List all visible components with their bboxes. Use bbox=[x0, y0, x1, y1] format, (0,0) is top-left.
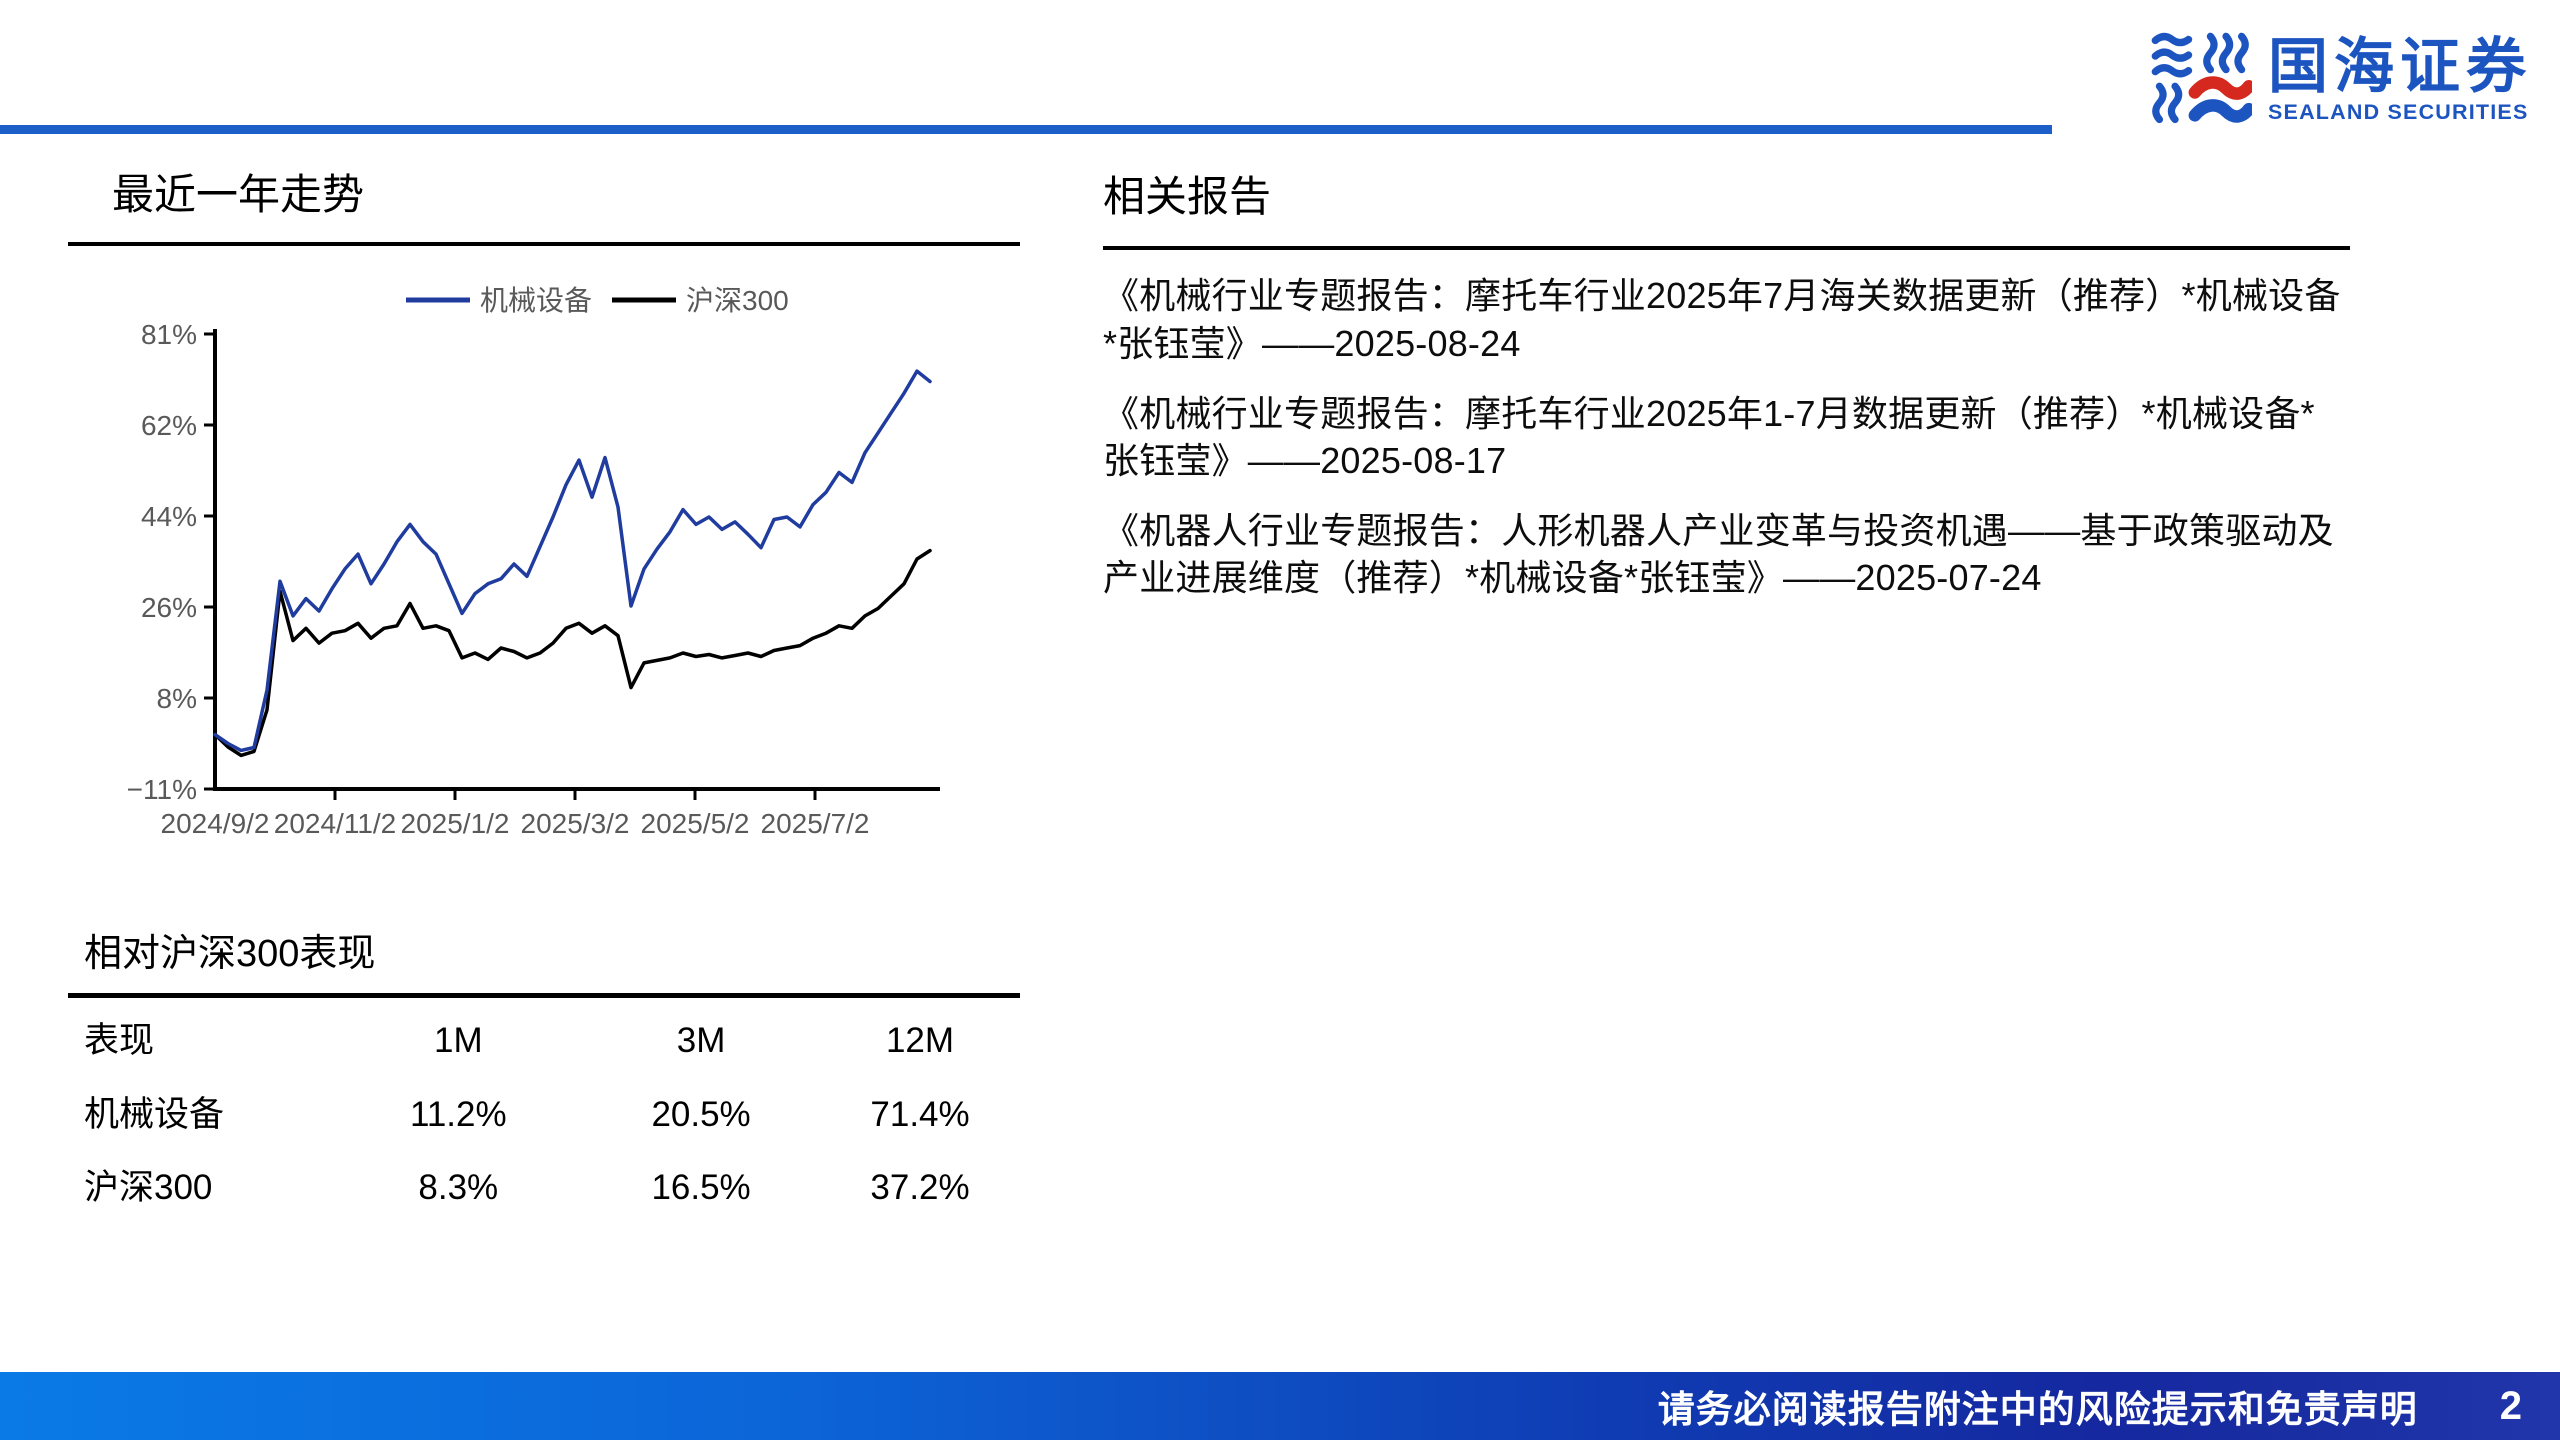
related-reports-list: 《机械行业专题报告：摩托车行业2025年7月海关数据更新（推荐）*机械设备*张钰… bbox=[1103, 272, 2350, 601]
trend-section-rule bbox=[68, 242, 1020, 247]
table-row-label: 沪深300 bbox=[84, 1168, 213, 1207]
y-axis-label: 26% bbox=[141, 592, 197, 623]
footer-bar: 请务必阅读报告附注中的风险提示和免责声明 2 bbox=[0, 1372, 2560, 1440]
y-axis-label: 44% bbox=[141, 501, 197, 532]
report-item: 《机械行业专题报告：摩托车行业2025年1-7月数据更新（推荐）*机械设备*张钰… bbox=[1103, 392, 2315, 481]
table-header-cell: 12M bbox=[885, 1021, 955, 1060]
performance-table-rule bbox=[68, 993, 1020, 998]
y-axis-label: −11% bbox=[127, 774, 197, 805]
x-axis-label: 2025/1/2 bbox=[401, 808, 510, 839]
x-axis-label: 2024/11/2 bbox=[274, 808, 397, 839]
legend-label: 沪深300 bbox=[686, 285, 789, 316]
table-cell: 71.4% bbox=[870, 1094, 970, 1134]
footer-disclaimer: 请务必阅读报告附注中的风险提示和免责声明 bbox=[1657, 1389, 2418, 1430]
series-line bbox=[213, 369, 932, 753]
y-axis-label: 62% bbox=[141, 410, 197, 441]
table-cell: 37.2% bbox=[870, 1168, 970, 1207]
logo-blue-wave bbox=[2188, 99, 2252, 123]
related-reports-section: 相关报告 《机械行业专题报告：摩托车行业2025年7月海关数据更新（推荐）*机械… bbox=[1103, 172, 2350, 624]
y-axis-label: 8% bbox=[157, 683, 197, 714]
logo-waves-icon bbox=[2151, 32, 2252, 124]
company-name-cn: 国海证券 bbox=[2268, 33, 2532, 100]
table-header-cell: 表现 bbox=[84, 1021, 155, 1060]
table-header-cell: 1M bbox=[433, 1021, 483, 1060]
trend-chart: 81%62%44%26%8%−11%2024/9/2 2024/11/2 2025/… bbox=[127, 285, 940, 839]
x-axis-label: 2025/3/2 bbox=[521, 808, 630, 839]
related-reports-rule bbox=[1103, 246, 2350, 251]
table-cell: 11.2% bbox=[409, 1094, 507, 1134]
legend-label: 机械设备 bbox=[480, 285, 592, 316]
table-row-label: 机械设备 bbox=[84, 1094, 225, 1134]
performance-table-title: 相对沪深300表现 bbox=[84, 933, 376, 975]
x-axis-label: 2025/5/2 bbox=[641, 808, 750, 839]
logo-text: 国海证券 SEALAND SECURITIES bbox=[2268, 35, 2532, 125]
report-item: 《机械行业专题报告：摩托车行业2025年7月海关数据更新（推荐）*机械设备*张钰… bbox=[1103, 275, 2341, 364]
x-axis-label: 2024/9/2 bbox=[161, 808, 270, 839]
series-line bbox=[213, 548, 932, 758]
performance-table: 相对沪深300表现 表现 1M 3M 12M 机械设备 11.2% 20.5% 71.4% 沪深… bbox=[68, 922, 1020, 1225]
trend-section-title: 最近一年走势 bbox=[112, 171, 365, 218]
company-logo: 国海证券 SEALAND SECURITIES bbox=[2148, 28, 2532, 132]
logo-red-wave bbox=[2188, 76, 2252, 100]
table-header-cell: 3M bbox=[676, 1021, 726, 1060]
y-axis-label: 81% bbox=[141, 319, 197, 350]
footer-page-number: 2 bbox=[2499, 1383, 2522, 1428]
table-cell: 20.5% bbox=[651, 1094, 751, 1134]
header-rule bbox=[0, 125, 2052, 134]
table-cell: 16.5% bbox=[651, 1168, 751, 1207]
report-item: 《机器人行业专题报告：人形机器人产业变革与投资机遇——基于政策驱动及产业进展维度… bbox=[1103, 510, 2334, 599]
table-cell: 8.3% bbox=[418, 1168, 499, 1207]
company-name-en: SEALAND SECURITIES bbox=[2268, 100, 2529, 124]
trend-section: 最近一年走势 bbox=[68, 170, 1020, 247]
x-axis-label: 2025/7/2 bbox=[761, 808, 870, 839]
related-reports-title: 相关报告 bbox=[1103, 173, 1272, 220]
performance-table-grid: 表现 1M 3M 12M 机械设备 11.2% 20.5% 71.4% 沪深300 8.3% 16.… bbox=[68, 998, 1020, 1225]
